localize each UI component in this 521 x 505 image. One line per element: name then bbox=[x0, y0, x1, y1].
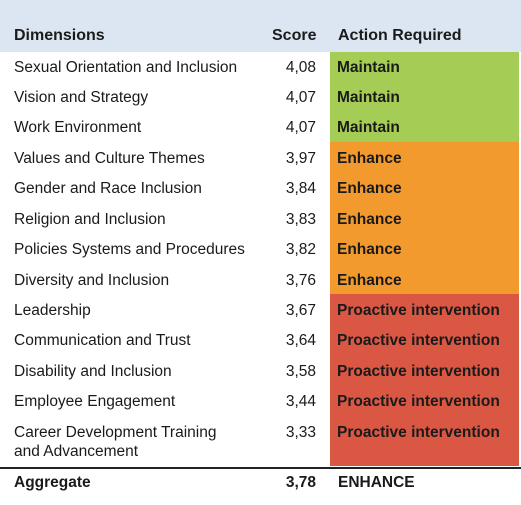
dimension-name: Work Environment bbox=[14, 119, 142, 136]
score-value: 3,84 bbox=[285, 180, 316, 197]
score-value: 3,58 bbox=[285, 363, 316, 380]
action-value: Maintain bbox=[337, 119, 400, 136]
dimension-name: Gender and Race Inclusion bbox=[14, 180, 202, 197]
header-action-required: Action Required bbox=[338, 27, 462, 44]
header-score: Score bbox=[272, 27, 317, 44]
header-dimensions: Dimensions bbox=[14, 27, 105, 44]
action-value: Enhance bbox=[337, 150, 402, 167]
score-value: 3,97 bbox=[285, 150, 316, 167]
dimension-name: Values and Culture Themes bbox=[14, 150, 205, 167]
score-value: 3,76 bbox=[285, 272, 316, 289]
proactive-intervention-band bbox=[330, 294, 519, 466]
dimension-name: Sexual Orientation and Inclusion bbox=[14, 59, 238, 76]
score-value: 4,08 bbox=[285, 59, 316, 76]
aggregate-label: Aggregate bbox=[14, 474, 91, 491]
enhance-band bbox=[330, 142, 519, 294]
action-value: Proactive intervention bbox=[337, 332, 500, 349]
score-value: 3,44 bbox=[285, 393, 316, 410]
dimension-name: Communication and Trust bbox=[14, 332, 191, 349]
score-value: 3,67 bbox=[285, 302, 316, 319]
action-value: Enhance bbox=[337, 272, 402, 289]
aggregate-score: 3,78 bbox=[285, 474, 316, 491]
action-value: Proactive intervention bbox=[337, 302, 500, 319]
dimension-name: Diversity and Inclusion bbox=[14, 272, 170, 289]
action-value: Proactive intervention bbox=[337, 424, 500, 441]
score-value: 4,07 bbox=[285, 119, 316, 136]
action-value: Enhance bbox=[337, 241, 402, 258]
aggregate-action: ENHANCE bbox=[338, 474, 415, 491]
dimension-name: Leadership bbox=[14, 302, 91, 319]
dimension-name: Disability and Inclusion bbox=[14, 363, 172, 380]
dimension-name: Employee Engagement bbox=[14, 393, 176, 410]
action-value: Proactive intervention bbox=[337, 393, 500, 410]
score-value: 3,64 bbox=[285, 332, 316, 349]
dimension-name: Career Development Training bbox=[14, 424, 217, 441]
action-value: Maintain bbox=[337, 89, 400, 106]
score-value: 3,83 bbox=[285, 211, 316, 228]
action-value: Enhance bbox=[337, 211, 402, 228]
dimension-name: Vision and Strategy bbox=[14, 89, 149, 106]
action-value: Proactive intervention bbox=[337, 363, 500, 380]
aggregate-divider bbox=[0, 467, 521, 469]
action-value: Maintain bbox=[337, 59, 400, 76]
dimension-name-continued: and Advancement bbox=[14, 443, 139, 460]
maintain-band bbox=[330, 52, 519, 142]
dimension-name: Policies Systems and Procedures bbox=[14, 241, 245, 258]
score-value: 3,33 bbox=[285, 424, 316, 441]
score-value: 3,82 bbox=[285, 241, 316, 258]
score-value: 4,07 bbox=[285, 89, 316, 106]
table-header: Dimensions Score Action Required bbox=[0, 0, 521, 52]
action-value: Enhance bbox=[337, 180, 402, 197]
dimension-name: Religion and Inclusion bbox=[14, 211, 166, 228]
